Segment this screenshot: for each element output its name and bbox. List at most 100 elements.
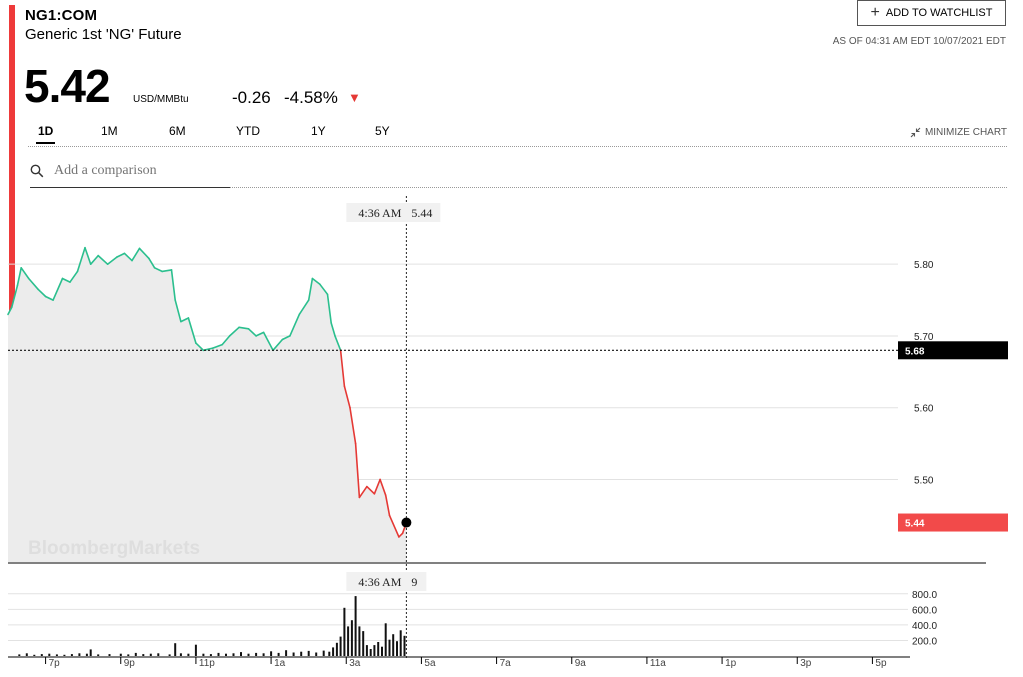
price-line-segment xyxy=(228,326,240,337)
volume-bar xyxy=(354,596,357,656)
price-line-segment xyxy=(255,331,265,337)
comparison-divider xyxy=(230,187,1007,188)
tab-5y[interactable]: 5Y xyxy=(375,124,390,138)
volume-bar xyxy=(322,650,325,656)
price-line-segment xyxy=(123,252,133,262)
time-tick-label: 7p xyxy=(49,658,61,669)
price-line-segment xyxy=(138,247,150,260)
search-icon xyxy=(30,164,44,178)
price-axis: 5.80 5.70 5.60 5.50 xyxy=(914,260,934,486)
price-line-segment xyxy=(11,284,19,309)
price-line-segment xyxy=(195,342,205,352)
bloomberg-watermark: BloombergMarkets xyxy=(28,538,200,559)
previous-close-badge-label: 5.68 xyxy=(905,346,925,357)
price-line-segment xyxy=(131,247,141,262)
price-line-segment xyxy=(174,299,182,323)
volume-bar xyxy=(403,635,406,656)
price-line-segment xyxy=(221,335,231,346)
hover-time-label: 4:36 AM xyxy=(358,206,401,220)
tab-1m[interactable]: 1M xyxy=(101,124,118,138)
price-line-segment xyxy=(180,317,190,323)
price-line-segment xyxy=(311,277,321,286)
time-tick-label: 9p xyxy=(124,658,136,669)
volume-bar xyxy=(55,654,58,656)
tab-6m[interactable]: 6M xyxy=(169,124,186,138)
price-series xyxy=(7,246,408,538)
hover-tooltip-volume-bg xyxy=(346,572,427,591)
range-divider xyxy=(28,146,1007,147)
hover-tooltip-price: 4:36 AM 5.44 xyxy=(346,203,441,222)
volume-bar xyxy=(285,650,288,656)
price-line-segment xyxy=(339,349,346,388)
volume-bar xyxy=(217,652,220,656)
tab-1d[interactable]: 1D xyxy=(35,124,56,144)
hover-point xyxy=(401,517,412,528)
volume-bar xyxy=(388,639,391,656)
price-line-segment xyxy=(106,256,118,266)
volume-bar xyxy=(202,653,205,656)
price-line-segment xyxy=(76,246,86,273)
price-line-segment xyxy=(379,478,387,497)
time-tick-label: 1p xyxy=(725,658,737,669)
volume-bar xyxy=(18,654,21,656)
volume-bar xyxy=(157,653,160,656)
volume-bar xyxy=(365,645,368,656)
price-line-segment xyxy=(97,254,109,266)
time-tick-label: 1a xyxy=(274,658,286,669)
minimize-chart-button[interactable]: MINIMIZE CHART xyxy=(910,127,1007,138)
volume-bar xyxy=(33,654,36,656)
volume-bar xyxy=(194,644,197,656)
volume-bar xyxy=(362,631,365,656)
previous-close-badge-bg xyxy=(898,341,1008,360)
volume-bar xyxy=(339,636,342,656)
tab-1y[interactable]: 1Y xyxy=(311,124,326,138)
volume-bar xyxy=(392,634,395,656)
volume-bar xyxy=(119,653,122,656)
volume-bar xyxy=(97,654,100,656)
time-tick-label: 11a xyxy=(650,658,666,669)
volume-bar xyxy=(85,653,88,656)
volume-bar xyxy=(240,652,242,656)
price-line-segment xyxy=(319,283,329,296)
time-tick-label: 3p xyxy=(800,658,812,669)
price-line-segment xyxy=(16,266,23,287)
price-line-segment xyxy=(170,269,176,301)
last-price-badge-bg xyxy=(898,513,1008,532)
volume-bar xyxy=(332,647,335,656)
red-rail xyxy=(9,5,15,321)
volume-bar xyxy=(89,649,92,656)
price-line-segment xyxy=(354,442,361,499)
time-tick-label: 11p xyxy=(199,658,215,669)
price-line-segment xyxy=(20,266,30,280)
previous-close-badge: 5.68 xyxy=(898,341,1008,360)
volume-bar xyxy=(127,654,130,656)
price-change: -0.26 xyxy=(232,88,271,107)
price-line-segment xyxy=(307,277,314,301)
time-tick-label: 9a xyxy=(575,658,587,669)
last-price-badge-label: 5.44 xyxy=(905,519,925,530)
comparison-search xyxy=(30,155,230,188)
volume-bar xyxy=(343,607,346,656)
volume-bar xyxy=(179,653,182,656)
volume-tick-label: 800.0 xyxy=(912,590,937,601)
as-of-timestamp: AS OF 04:31 AM EDT 10/07/2021 EDT xyxy=(832,36,1006,47)
price-line-segment xyxy=(247,327,257,337)
tab-ytd[interactable]: YTD xyxy=(236,124,260,138)
minimize-icon xyxy=(910,127,921,138)
volume-bar xyxy=(377,642,380,656)
volume-bar xyxy=(396,641,398,656)
volume-bar xyxy=(142,654,145,656)
price-tick-label: 5.50 xyxy=(914,475,934,486)
volume-bar xyxy=(209,654,212,656)
volume-bar xyxy=(373,645,376,656)
volume-bar xyxy=(225,653,227,656)
price-line-segment xyxy=(334,335,342,352)
add-to-watchlist-button[interactable]: + ADD TO WATCHLIST xyxy=(857,0,1006,26)
hover-tooltip-volume: 4:36 AM 9 xyxy=(346,572,427,591)
price-line-segment xyxy=(398,532,404,538)
price-line-segment xyxy=(148,257,156,269)
comparison-input[interactable] xyxy=(52,162,216,180)
last-price-badge: 5.44 xyxy=(898,513,1008,532)
volume-tick-label: 400.0 xyxy=(912,621,937,632)
